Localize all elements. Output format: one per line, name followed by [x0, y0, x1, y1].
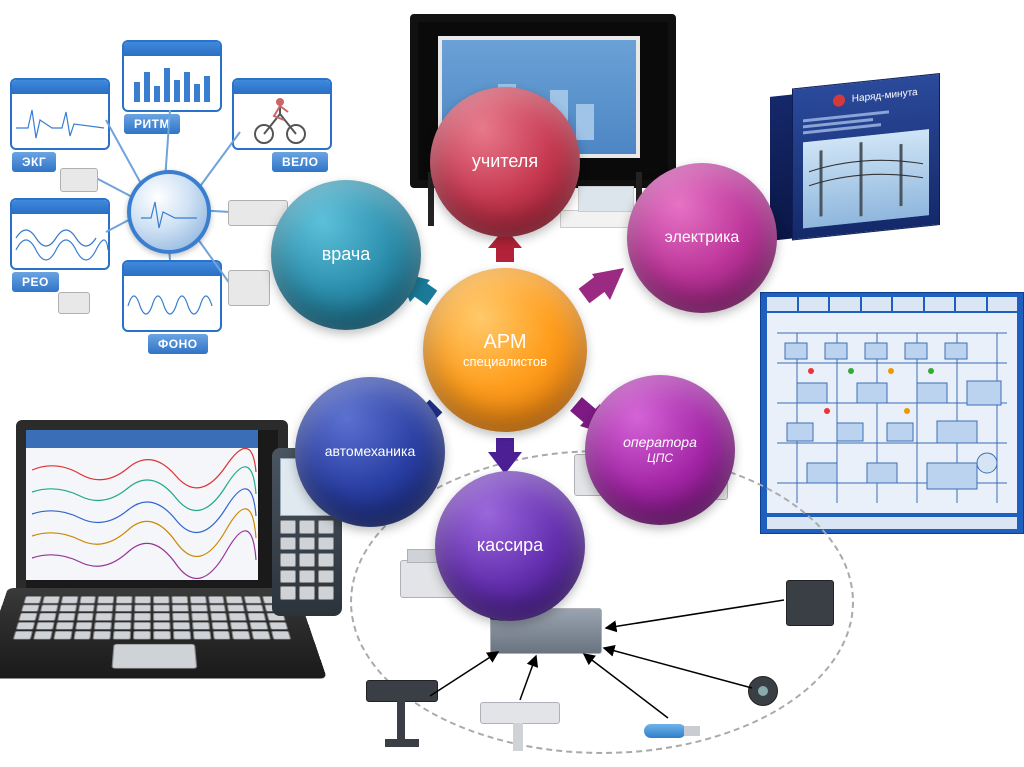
med-label-fono: ФОНО: [148, 334, 208, 354]
node-cashier: кассира: [435, 471, 585, 621]
sw-title: Наряд-минута: [852, 87, 918, 105]
med-frame-reo: [10, 198, 110, 270]
label-operator-2: ЦПС: [647, 452, 673, 465]
diagram-canvas: ЭКГ РИТМ ВЕЛО РЕО: [0, 0, 1024, 767]
node-doctor: врача: [271, 180, 421, 330]
med-label-reo: РЕО: [12, 272, 59, 292]
med-frame-fono: [122, 260, 222, 332]
wb-laptop: [578, 186, 634, 212]
dev-scanner: [786, 580, 834, 626]
med-hub: [127, 170, 211, 254]
dev-poledisplay: [366, 680, 438, 702]
label-operator: оператора: [623, 435, 697, 450]
med-equip: [228, 270, 270, 306]
center-label-bottom: специалистов: [463, 355, 547, 369]
center-label-top: АРМ: [483, 331, 526, 353]
med-label-ritm: РИТМ: [124, 114, 180, 134]
dev-webcam: [748, 676, 778, 706]
label-mechanic: автомеханика: [325, 444, 415, 459]
med-frame-ritm: [122, 40, 222, 112]
med-frame-velo: [232, 78, 332, 150]
node-mechanic: автомеханика: [295, 377, 445, 527]
scada-panel: [760, 292, 1024, 534]
label-electric: электрика: [665, 229, 740, 247]
dev-usb: [644, 720, 704, 742]
label-teacher: учителя: [472, 152, 538, 172]
center-node: АРМ специалистов: [423, 268, 587, 432]
node-electric: электрика: [627, 163, 777, 313]
med-label-velo: ВЕЛО: [272, 152, 328, 172]
med-equip: [60, 168, 98, 192]
med-frame-ekg: [10, 78, 110, 150]
laptop-screen: [16, 420, 288, 610]
software-box: Наряд-минута: [770, 73, 938, 241]
node-teacher: учителя: [430, 87, 580, 237]
med-equip: [58, 292, 90, 314]
label-doctor: врача: [322, 245, 371, 265]
dev-custdisplay: [480, 702, 560, 724]
med-label-ekg: ЭКГ: [12, 152, 56, 172]
label-cashier: кассира: [477, 536, 543, 556]
node-operator: оператора ЦПС: [585, 375, 735, 525]
